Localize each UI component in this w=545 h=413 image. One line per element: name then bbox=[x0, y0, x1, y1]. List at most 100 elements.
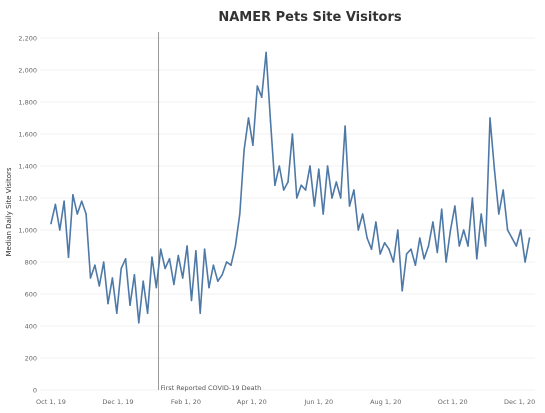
data-point bbox=[445, 261, 447, 263]
data-point bbox=[432, 221, 434, 223]
data-point bbox=[296, 197, 298, 199]
data-point bbox=[80, 200, 83, 202]
data-point bbox=[489, 117, 491, 119]
data-point bbox=[388, 248, 390, 250]
data-point bbox=[164, 267, 166, 270]
data-point bbox=[401, 290, 403, 292]
data-point bbox=[405, 253, 408, 255]
data-point bbox=[142, 280, 144, 283]
data-point bbox=[120, 267, 123, 270]
data-point bbox=[454, 205, 456, 207]
data-point bbox=[54, 203, 57, 206]
data-point bbox=[225, 261, 228, 263]
data-point bbox=[217, 280, 219, 283]
data-point bbox=[76, 213, 79, 215]
data-point bbox=[471, 197, 474, 199]
y-tick-label: 1,600 bbox=[18, 131, 37, 139]
data-point bbox=[418, 237, 421, 239]
data-point bbox=[159, 248, 162, 250]
data-point bbox=[344, 125, 346, 127]
x-tick-label: Aug 1, 20 bbox=[370, 398, 401, 406]
data-point bbox=[146, 312, 149, 315]
data-point bbox=[515, 245, 518, 247]
data-point bbox=[375, 221, 377, 223]
data-point bbox=[462, 229, 465, 231]
data-point bbox=[410, 248, 412, 250]
data-point bbox=[317, 168, 320, 170]
data-point bbox=[252, 144, 254, 146]
data-point bbox=[353, 189, 355, 191]
data-point bbox=[480, 213, 483, 215]
data-point bbox=[519, 229, 522, 231]
data-point bbox=[493, 168, 496, 170]
data-point bbox=[256, 85, 259, 87]
data-points bbox=[50, 51, 531, 324]
data-point bbox=[524, 261, 526, 263]
data-point bbox=[449, 229, 452, 231]
data-point bbox=[137, 322, 140, 324]
data-point bbox=[331, 197, 333, 199]
y-tick-label: 1,800 bbox=[18, 99, 37, 107]
y-tick-label: 400 bbox=[25, 323, 37, 331]
data-point bbox=[423, 258, 425, 260]
data-point bbox=[309, 165, 311, 167]
y-axis-ticks: 0 200 400 600 800 1,000 1,200 1,400 1,600 1,800 2,… bbox=[18, 35, 37, 395]
x-tick-label: Oct 1, 20 bbox=[438, 398, 468, 406]
y-tick-label: 1,200 bbox=[18, 195, 37, 203]
data-point bbox=[322, 213, 324, 215]
data-point bbox=[265, 51, 267, 54]
chart-title: NAMER Pets Site Visitors bbox=[218, 10, 402, 25]
data-point bbox=[190, 299, 193, 302]
data-point bbox=[195, 250, 197, 252]
data-point bbox=[247, 117, 250, 119]
data-point bbox=[72, 194, 74, 196]
x-axis-ticks: Oct 1, 19 Dec 1, 19 Feb 1, 20 Apr 1, 20 Jun … bbox=[36, 398, 535, 406]
data-point bbox=[348, 205, 351, 207]
data-point bbox=[155, 286, 158, 289]
data-point bbox=[436, 251, 439, 254]
data-point bbox=[98, 285, 101, 287]
data-point bbox=[506, 229, 509, 231]
data-point bbox=[414, 264, 417, 267]
data-point bbox=[203, 248, 206, 250]
data-point bbox=[392, 261, 395, 263]
data-point bbox=[58, 229, 61, 231]
data-point bbox=[181, 277, 184, 279]
data-point bbox=[370, 248, 373, 250]
data-point bbox=[116, 312, 118, 315]
data-point bbox=[339, 197, 342, 199]
data-point bbox=[63, 200, 65, 202]
data-point bbox=[291, 133, 294, 135]
data-point bbox=[186, 245, 188, 247]
data-point bbox=[278, 165, 281, 167]
data-point bbox=[221, 274, 223, 276]
data-point bbox=[67, 256, 70, 259]
data-point bbox=[467, 245, 469, 247]
x-tick-label: Oct 1, 19 bbox=[36, 398, 66, 406]
data-point bbox=[304, 189, 307, 191]
x-tick-label: Dec 1, 20 bbox=[504, 398, 535, 406]
x-tick-label: Feb 1, 20 bbox=[171, 398, 201, 406]
data-point bbox=[133, 274, 136, 276]
data-point bbox=[361, 213, 364, 215]
data-point bbox=[129, 304, 131, 307]
data-point bbox=[528, 237, 531, 239]
data-point bbox=[383, 242, 386, 244]
data-point bbox=[107, 302, 109, 305]
data-point bbox=[173, 283, 175, 286]
data-point bbox=[168, 258, 171, 260]
grid-lines bbox=[40, 37, 535, 391]
data-point bbox=[238, 213, 241, 215]
y-tick-label: 600 bbox=[25, 291, 37, 299]
data-point bbox=[151, 256, 153, 259]
x-tick-label: Apr 1, 20 bbox=[237, 398, 267, 406]
data-point bbox=[458, 245, 461, 247]
data-point bbox=[269, 120, 272, 122]
data-point bbox=[111, 277, 114, 279]
data-point bbox=[177, 254, 180, 257]
y-tick-label: 2,200 bbox=[18, 35, 37, 43]
data-point bbox=[502, 189, 504, 191]
x-tick-label: Jun 1, 20 bbox=[303, 398, 333, 406]
data-point bbox=[511, 237, 513, 239]
